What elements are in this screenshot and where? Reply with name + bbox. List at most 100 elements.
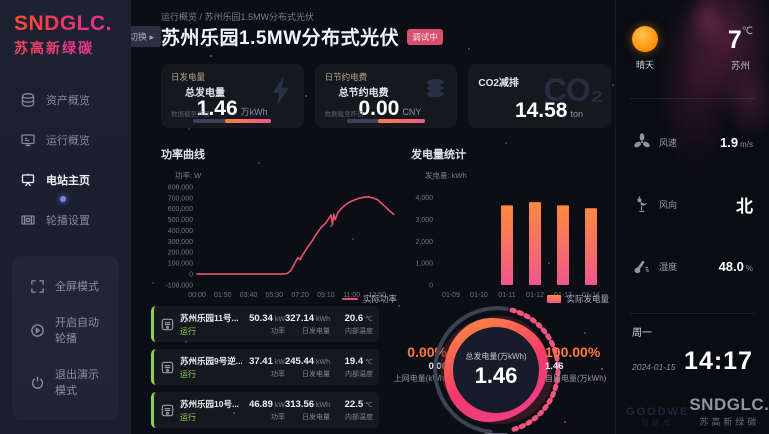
self-use-block: 100.00% 1.46 自用电量(万kWh) <box>545 344 613 384</box>
svg-text:01-14: 01-14 <box>582 292 600 299</box>
assets-icon <box>21 93 35 107</box>
sidebar-item-carousel-settings[interactable]: 轮播设置 <box>0 200 131 240</box>
card-carousel-indicator[interactable] <box>193 119 272 123</box>
saved-cost-unit: CNY <box>402 107 422 117</box>
grid-export-value: 0.00 <box>428 361 448 372</box>
weekday-label: 周一 <box>632 328 652 339</box>
breadcrumb[interactable]: 运行概览 / 苏州乐园1.5MW分布式光伏 <box>161 12 315 22</box>
svg-text:01:50: 01:50 <box>214 292 232 299</box>
bolt-icon <box>272 76 289 106</box>
status-badge: 调试中 <box>407 28 443 45</box>
line-swatch-icon <box>341 298 358 300</box>
weather-summary: 晴天 7℃ 苏州 <box>616 0 769 72</box>
data-note: 数据截至昨日 <box>171 111 210 118</box>
inverter-name: 苏州乐园9号逆... <box>180 355 242 366</box>
stat-cards-row: 日发电量 总发电量 1.46 万kWh 数据截至昨日 日节约电费 总节约电费 0.… <box>161 64 612 128</box>
inverter-name: 苏州乐园10号... <box>180 398 240 409</box>
svg-text:09:10: 09:10 <box>317 292 335 299</box>
wind-speed-label: 风速 <box>659 137 678 148</box>
power-icon <box>31 376 44 389</box>
data-note: 数据截至昨日 <box>324 111 364 118</box>
page-title: 苏州乐园1.5MW分布式光伏 <box>161 28 400 49</box>
svg-text:0: 0 <box>429 282 433 289</box>
power-curve-chart: 功率曲线 功率: W -100,000 0 100,000 200,000 300,00… <box>151 146 401 304</box>
svg-text:03:40: 03:40 <box>240 292 258 299</box>
co2-card-label: CO2减排 <box>478 78 519 89</box>
weather-panel: 晴天 7℃ 苏州 风速 1.9 m/s 风向 北 湿度 48.0% 周一 2024… <box>615 0 769 434</box>
svg-text:01-13: 01-13 <box>554 292 572 299</box>
bar-swatch-icon <box>547 295 562 303</box>
svg-text:05:30: 05:30 <box>266 292 284 299</box>
coins-icon <box>427 79 445 98</box>
saved-cost-card-tab[interactable]: 日节约电费 <box>324 72 368 82</box>
svg-text:01-09: 01-09 <box>442 292 460 299</box>
generation-card-tab[interactable]: 日发电量 <box>171 72 206 82</box>
operation-icon <box>21 134 35 147</box>
footer-item-label: 开启自动轮播 <box>55 317 99 345</box>
inverter-row[interactable]: 苏州乐园11号... 运行 50.34 kW 功率 327.14 kWh 日发电量 20.… <box>151 306 379 342</box>
svg-text:0: 0 <box>189 272 193 279</box>
footer-item-label: 全屏模式 <box>55 281 99 293</box>
brand-logo: SNDGLC. 苏高新绿碳 <box>0 0 131 58</box>
humidity-value: 48.0% <box>718 258 753 274</box>
switch-station-button[interactable]: 切换 ▸ <box>122 26 162 47</box>
footer-logos: GOODWE 固德威 SNDGLC. 苏高新绿碳 <box>616 395 769 428</box>
self-use-percent: 100.00% <box>545 344 601 360</box>
wind-direction-label: 风向 <box>659 199 678 210</box>
saved-cost-card: 日节约电费 总节约电费 0.00 CNY 数据截至昨日 <box>314 64 458 128</box>
goodwe-logo: GOODWE 固德威 <box>626 406 690 427</box>
city-label: 苏州 <box>730 61 750 72</box>
fullscreen-button[interactable]: 全屏模式 <box>18 268 113 304</box>
co2-watermark: CO₂ <box>543 72 604 108</box>
bottom-row: 苏州乐园11号... 运行 50.34 kW 功率 327.14 kWh 日发电量 20.… <box>151 306 613 434</box>
svg-text:800,000: 800,000 <box>168 184 193 191</box>
sidebar-item-label: 电站主页 <box>46 175 90 187</box>
sidebar-footer-panel: 全屏模式 开启自动轮播 退出演示模式 <box>12 256 119 420</box>
total-generation-label: 总发电量(万kWh) <box>465 352 527 361</box>
svg-text:12:50: 12:50 <box>369 292 387 299</box>
footer-item-label: 退出演示模式 <box>55 369 99 397</box>
legend: 实际功率 <box>341 293 397 305</box>
sun-icon <box>632 26 658 52</box>
sidebar-item-assets[interactable]: 资产概览 <box>0 80 131 120</box>
humidity-label: 湿度 <box>659 261 678 272</box>
sidebar-item-label: 资产概览 <box>46 95 90 107</box>
sidebar-item-operation[interactable]: 运行概览 <box>0 120 131 160</box>
svg-text:00:00: 00:00 <box>188 292 206 299</box>
svg-text:01-11: 01-11 <box>498 292 515 299</box>
divider <box>630 313 755 314</box>
inverter-row[interactable]: 苏州乐园10号... 运行 46.89 kW 功率 313.56 kWh 日发电量 22.… <box>151 392 379 428</box>
wind-speed-value: 1.9 m/s <box>720 134 753 150</box>
active-indicator-dot <box>60 196 66 202</box>
station-icon <box>21 173 35 187</box>
clock-block: 周一 2024-01-15 14:17 <box>616 314 769 376</box>
card-carousel-indicator[interactable] <box>347 119 425 123</box>
legend: 实际发电量 <box>547 293 609 305</box>
generation-card: 日发电量 总发电量 1.46 万kWh 数据截至昨日 <box>161 64 304 128</box>
inverter-row[interactable]: 苏州乐园9号逆... 运行 37.41 kW 功率 245.44 kWh 日发电量 19.… <box>151 349 379 385</box>
humidity-row: 湿度 48.0% <box>616 235 769 297</box>
inverter-list: 苏州乐园11号... 运行 50.34 kW 功率 327.14 kWh 日发电量 20.… <box>151 306 379 434</box>
svg-text:07:20: 07:20 <box>291 292 309 299</box>
title-row: 苏州乐园1.5MW分布式光伏 调试中 <box>161 23 443 50</box>
sidebar-item-station-home[interactable]: 电站主页 <box>0 160 131 202</box>
exit-demo-button[interactable]: 退出演示模式 <box>18 356 113 408</box>
fan-icon <box>634 133 650 148</box>
grid-export-label: 上网电量(kWh) <box>393 374 447 383</box>
svg-text:1,000: 1,000 <box>415 261 433 268</box>
temperature-unit: ℃ <box>741 26 753 37</box>
svg-text:400,000: 400,000 <box>168 228 193 235</box>
sidebar-item-label: 轮播设置 <box>46 215 90 227</box>
co2-unit: ton <box>570 109 584 119</box>
status-running: 运行 <box>180 326 196 336</box>
generation-value: 1.46 <box>196 97 238 120</box>
temperature-value: 7 <box>727 26 742 54</box>
svg-text:500,000: 500,000 <box>168 217 193 224</box>
saved-cost-value: 0.00 <box>358 97 400 120</box>
status-running: 运行 <box>180 412 196 422</box>
chart-title: 发电量统计 <box>411 149 466 161</box>
co2-value: 14.58 <box>514 99 568 122</box>
gauge-dial: 总发电量(万kWh) 1.46 <box>426 300 566 434</box>
autoplay-button[interactable]: 开启自动轮播 <box>18 304 113 356</box>
svg-text:600,000: 600,000 <box>168 206 193 213</box>
